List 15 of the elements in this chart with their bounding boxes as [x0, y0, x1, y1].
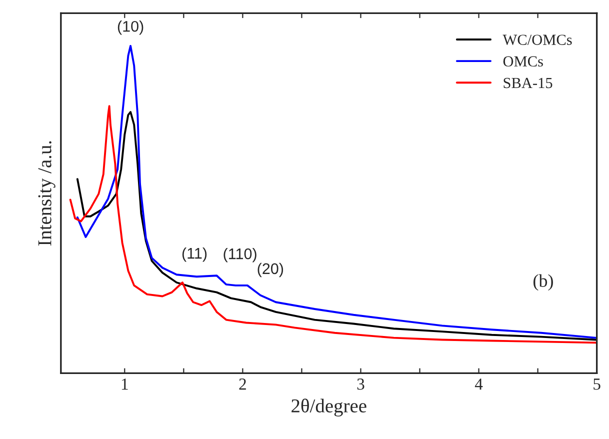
annotation: (11) [182, 248, 207, 262]
x-tick-label: 3 [357, 378, 364, 390]
x-tick-label: 5 [594, 378, 600, 390]
annotation: (20) [258, 262, 284, 278]
x-axis-title: 2θ/degree [292, 398, 366, 416]
legend-label: OMCs [503, 56, 543, 67]
y-axis-title: Intensity /a.u. [38, 141, 56, 246]
x-tick-label: 1 [122, 378, 128, 390]
annotation: (110) [224, 248, 256, 262]
annotation: (10) [118, 20, 144, 35]
legend-label: SBA-15 [504, 78, 552, 88]
annotation: (b) [533, 274, 553, 291]
x-tick-label: 2 [239, 378, 246, 390]
legend-label: WC/OMCs [502, 34, 572, 46]
x-tick-label: 4 [474, 378, 483, 390]
